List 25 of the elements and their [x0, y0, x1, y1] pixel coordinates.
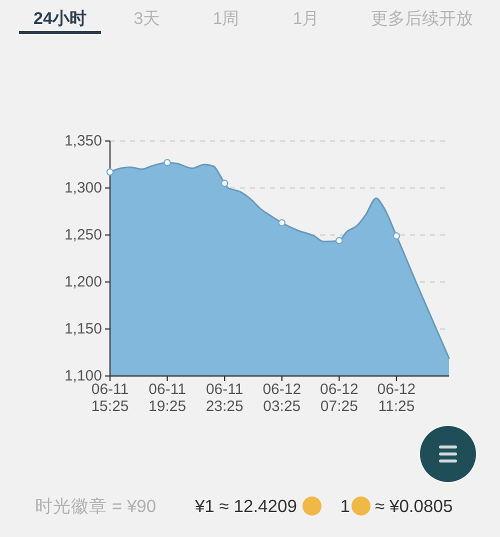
point: [392, 232, 400, 240]
point: [106, 168, 114, 176]
text: 更多后续开放: [371, 9, 473, 28]
text: 1: [340, 496, 350, 516]
y-tick-label: 1,350: [64, 132, 102, 150]
x-tick-label: 06-11 19:25: [148, 381, 186, 415]
text: 1月: [292, 9, 320, 28]
text: 24小时: [34, 9, 86, 28]
point: [336, 237, 343, 244]
x-tick-label: 06-11 23:25: [206, 381, 244, 415]
text: 时光徽章 = ¥90: [35, 496, 156, 516]
text: ¥1 ≈ 12.4209: [194, 496, 297, 516]
y-tick-label: 1,200: [64, 274, 102, 290]
point: [164, 158, 171, 166]
x-tick-label: 06-12 03:25: [262, 381, 302, 415]
point: [220, 180, 228, 187]
x-tick-label: 06-12 07:25: [320, 381, 358, 415]
x-tick-label: 06-12 11:25: [377, 381, 416, 415]
y-tick-label: 1,150: [64, 320, 102, 338]
y-tick-label: 1,250: [64, 226, 102, 244]
text: 1周: [212, 9, 240, 28]
y-tick-label: 1,300: [64, 180, 102, 196]
point: [278, 219, 286, 226]
text: ≈ ¥0.0805: [375, 496, 453, 516]
text: 3天: [134, 9, 160, 28]
